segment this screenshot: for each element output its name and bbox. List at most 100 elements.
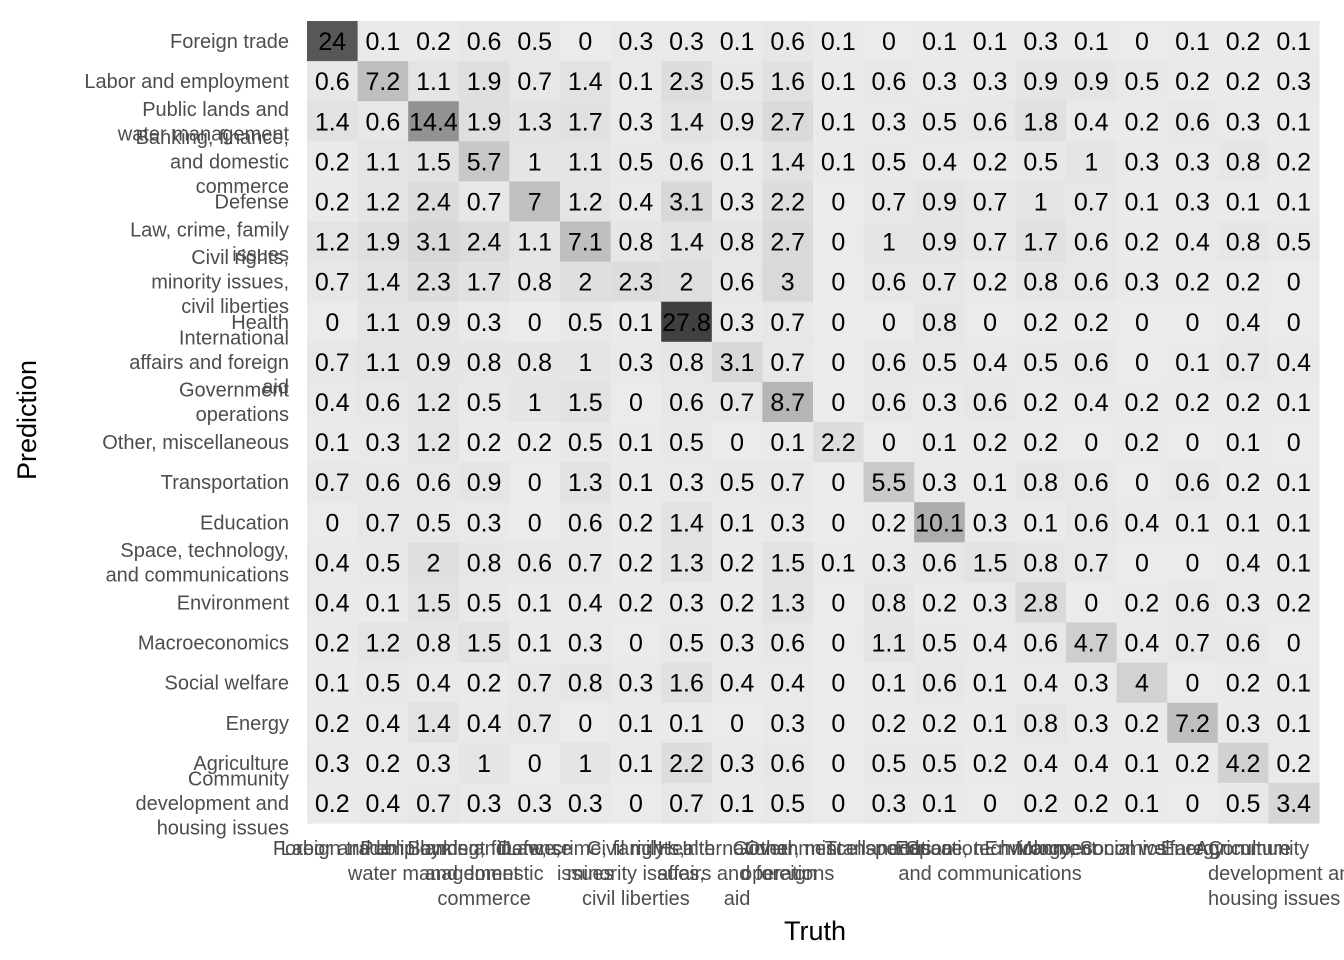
cell-value-label: 1.5 — [770, 549, 805, 577]
heatmap-cell — [711, 702, 763, 744]
cell-value-label: 0 — [629, 389, 643, 417]
cell-value-label: 0.3 — [669, 28, 704, 56]
cell-value-label: 0.2 — [1023, 429, 1058, 457]
heatmap-cell — [458, 782, 510, 824]
cell-value-label: 0.1 — [821, 549, 856, 577]
heatmap-cell — [914, 662, 966, 704]
heatmap-cell — [1015, 101, 1067, 142]
x-tick-label: affairs and foreign — [657, 863, 817, 885]
cell-value-label: 0 — [1135, 349, 1149, 377]
cell-value-label: 1 — [882, 229, 896, 257]
cell-value-label: 0.5 — [467, 589, 502, 617]
cell-value-label: 0.5 — [517, 28, 552, 56]
heatmap-cell — [560, 782, 612, 824]
cell-value-label: 7.1 — [568, 229, 603, 257]
heatmap-cell — [863, 381, 915, 423]
heatmap-cell — [1268, 742, 1320, 784]
heatmap-cell — [813, 181, 865, 223]
heatmap-cell — [914, 341, 966, 383]
cell-value-label: 0.4 — [922, 148, 957, 176]
cell-value-label: 3.1 — [720, 349, 755, 377]
cell-value-label: 0.1 — [1276, 389, 1311, 417]
cell-value-label: 0.3 — [568, 790, 603, 818]
x-axis-title: Truth — [784, 916, 846, 946]
y-tick-label: minority issues, — [151, 272, 289, 294]
heatmap-cell — [357, 622, 409, 664]
heatmap-cell — [560, 261, 612, 303]
cell-value-label: 0.2 — [973, 148, 1008, 176]
heatmap-cell — [1167, 622, 1219, 664]
heatmap-cell — [610, 662, 662, 704]
cell-value-label: 0.4 — [315, 589, 350, 617]
heatmap-cell — [1268, 782, 1320, 824]
cell-value-label: 0.1 — [1074, 28, 1109, 56]
heatmap-cell — [509, 381, 561, 423]
heatmap-cell — [1268, 422, 1320, 463]
heatmap-cell — [813, 622, 865, 664]
heatmap-cell — [1015, 622, 1067, 664]
cell-value-label: 0.2 — [720, 589, 755, 617]
cell-value-label: 0.1 — [922, 429, 957, 457]
x-tick-label: Defense — [497, 838, 572, 860]
heatmap-cell — [1116, 462, 1168, 503]
cell-value-label: 0.5 — [922, 750, 957, 778]
cell-value-label: 0.7 — [922, 269, 957, 297]
heatmap-cell — [1066, 742, 1118, 784]
cell-value-label: 1.4 — [315, 108, 350, 136]
heatmap-cell — [762, 181, 814, 223]
heatmap-cell — [1167, 141, 1219, 182]
heatmap-cell — [1268, 221, 1320, 263]
heatmap-cell — [711, 261, 763, 303]
heatmap-cell — [1268, 381, 1320, 423]
cell-value-label: 0 — [831, 710, 845, 738]
y-tick-label: Energy — [226, 713, 289, 735]
heatmap-cell — [813, 422, 865, 463]
heatmap-cell — [1015, 702, 1067, 744]
cell-value-label: 0.1 — [517, 630, 552, 658]
heatmap-cell — [509, 742, 561, 784]
x-tick-label: minority issues, — [567, 863, 705, 885]
cell-value-label: 0.3 — [720, 309, 755, 337]
heatmap-cell — [914, 702, 966, 744]
cell-value-label: 1.1 — [366, 148, 401, 176]
cell-value-label: 0.3 — [315, 750, 350, 778]
heatmap-cell — [1116, 662, 1168, 704]
heatmap-cell — [1167, 61, 1219, 102]
cell-value-label: 1.4 — [416, 710, 451, 738]
cell-value-label: 5.7 — [467, 148, 502, 176]
cell-value-label: 0.1 — [1175, 509, 1210, 537]
cell-value-label: 0.2 — [366, 750, 401, 778]
heatmap-cell — [762, 622, 814, 664]
x-tick-label: International — [682, 838, 792, 860]
cell-value-label: 1.3 — [770, 589, 805, 617]
heatmap-cell — [914, 261, 966, 303]
x-tick-label: Macroeconomics — [1016, 838, 1167, 860]
cell-value-label: 0.2 — [1023, 389, 1058, 417]
heatmap-cell — [1268, 542, 1320, 583]
cell-value-label: 0.2 — [315, 148, 350, 176]
heatmap-cell — [560, 502, 612, 543]
cell-value-label: 0.6 — [922, 670, 957, 698]
cell-value-label: 0.2 — [1226, 269, 1261, 297]
cell-value-label: 0.8 — [1023, 710, 1058, 738]
heatmap-cell — [408, 141, 460, 182]
cell-value-label: 0.2 — [416, 28, 451, 56]
cell-value-label: 0.1 — [821, 68, 856, 96]
heatmap-cell — [711, 141, 763, 182]
heatmap-cell — [357, 662, 409, 704]
cell-value-label: 3.1 — [669, 188, 704, 216]
cell-value-label: 0.1 — [1276, 670, 1311, 698]
heatmap-cell — [661, 702, 713, 744]
cell-value-label: 0.2 — [315, 790, 350, 818]
cell-value-label: 0.2 — [1074, 309, 1109, 337]
heatmap-cell — [509, 702, 561, 744]
cell-value-label: 0 — [1287, 309, 1301, 337]
heatmap-cell — [863, 502, 915, 543]
y-tick-label: housing issues — [157, 817, 289, 839]
cell-value-label: 2.2 — [770, 188, 805, 216]
heatmap-cell — [1066, 221, 1118, 263]
cell-value-label: 0 — [831, 670, 845, 698]
heatmap-cell — [560, 462, 612, 503]
cell-value-label: 0.5 — [922, 349, 957, 377]
